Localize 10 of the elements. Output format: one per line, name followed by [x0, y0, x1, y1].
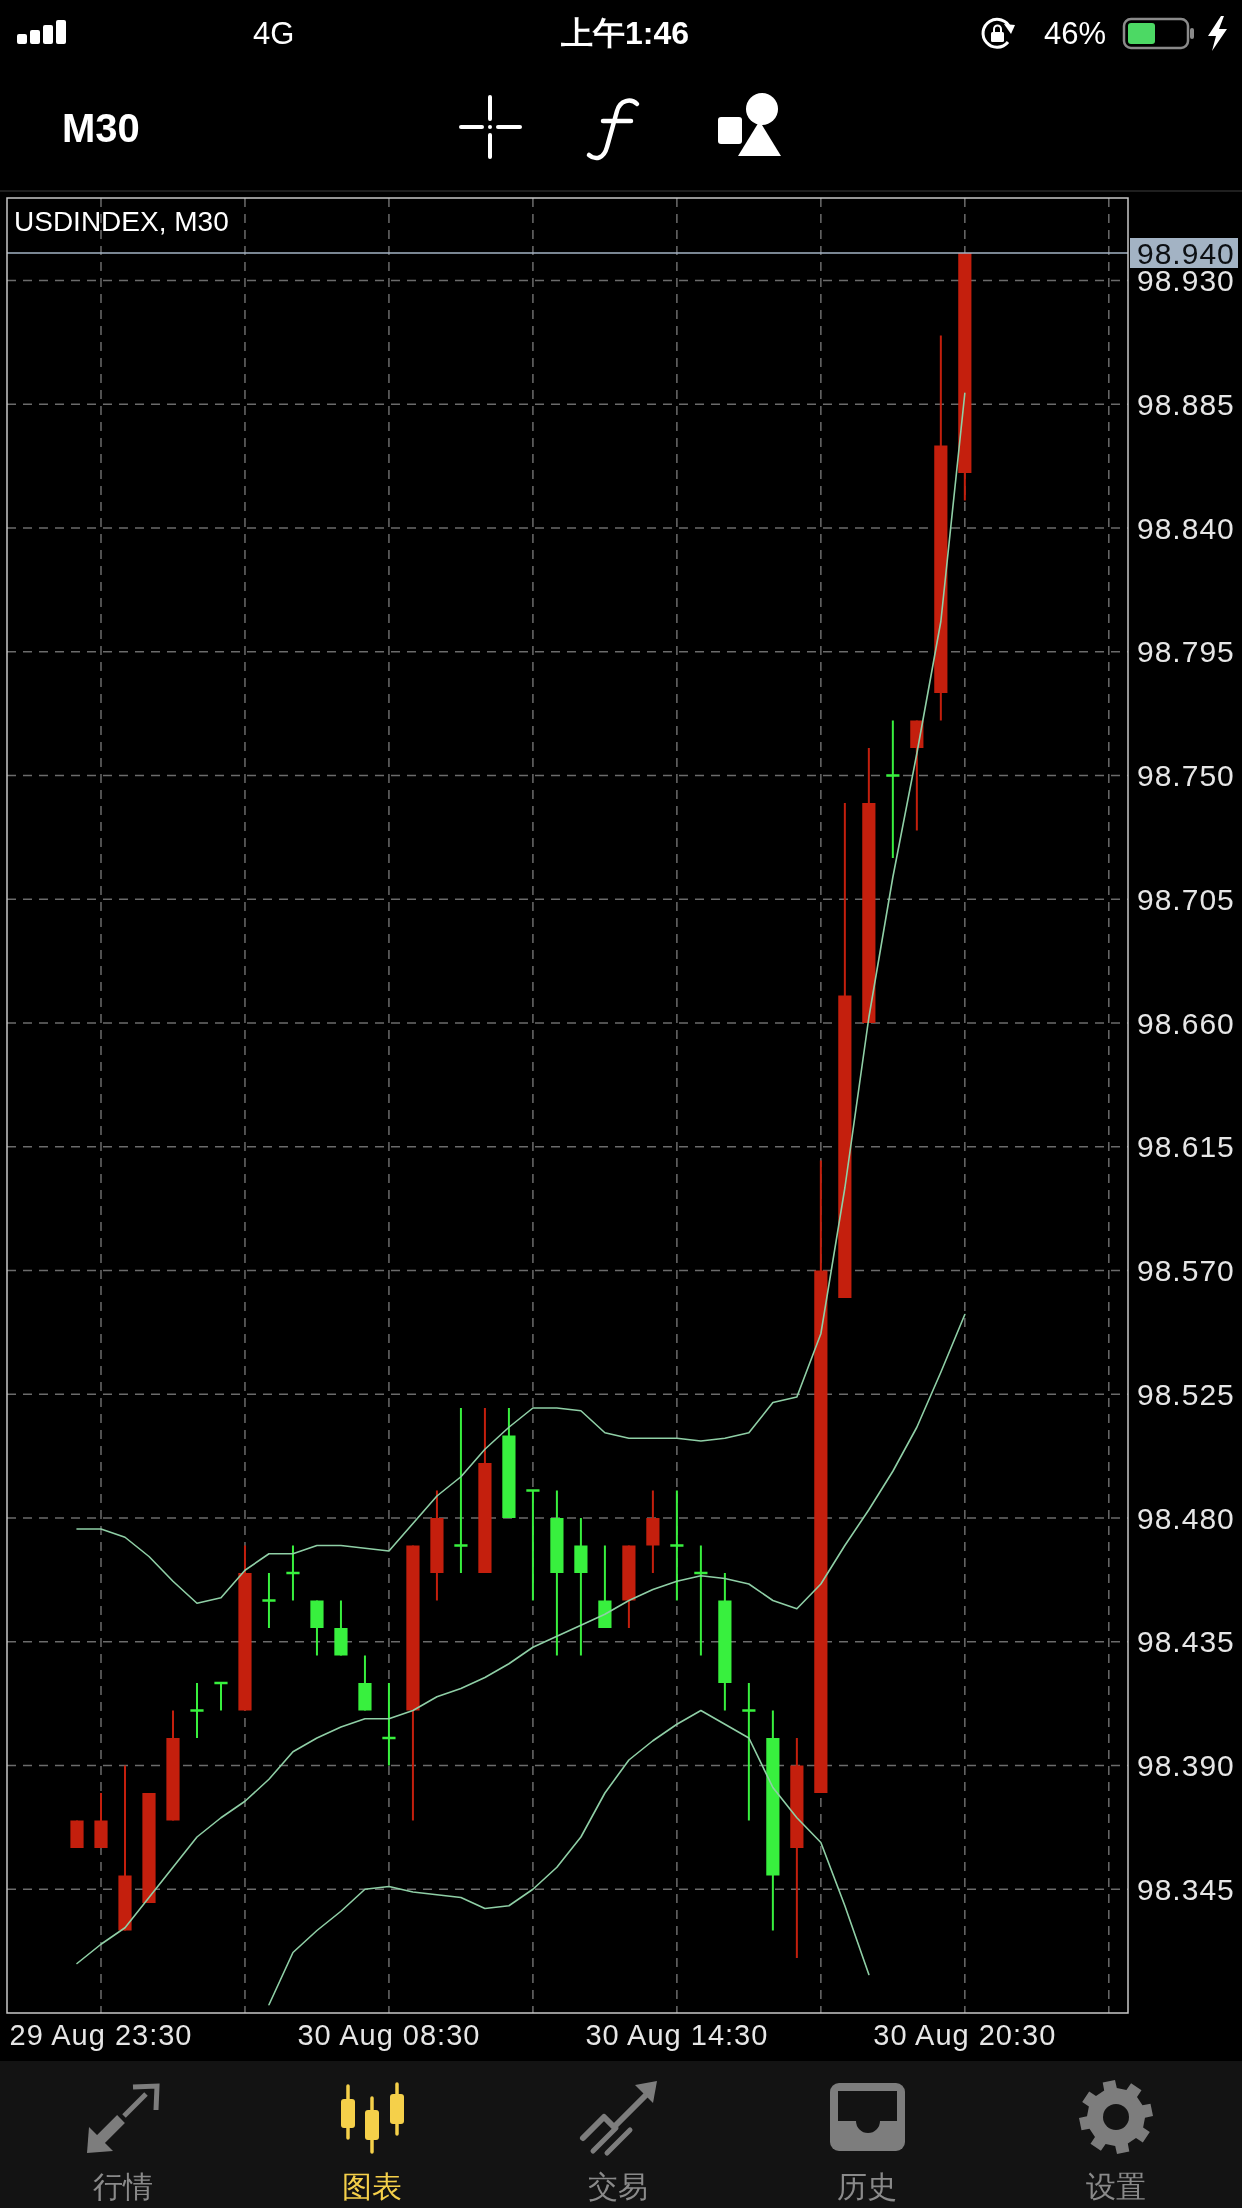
annotation: 设置	[1086, 2169, 1146, 2203]
title: USDINDEX, M30	[14, 205, 229, 237]
annotation: 图表	[342, 2169, 402, 2203]
annotation: 历史	[837, 2169, 897, 2203]
annotation: 上午1:46	[561, 15, 689, 51]
annotation: M30	[62, 106, 140, 150]
annotation: 交易	[588, 2169, 648, 2203]
annotation: 4G	[253, 15, 295, 51]
annotation: 46%	[1043, 15, 1106, 51]
annotation: 行情	[93, 2169, 153, 2203]
